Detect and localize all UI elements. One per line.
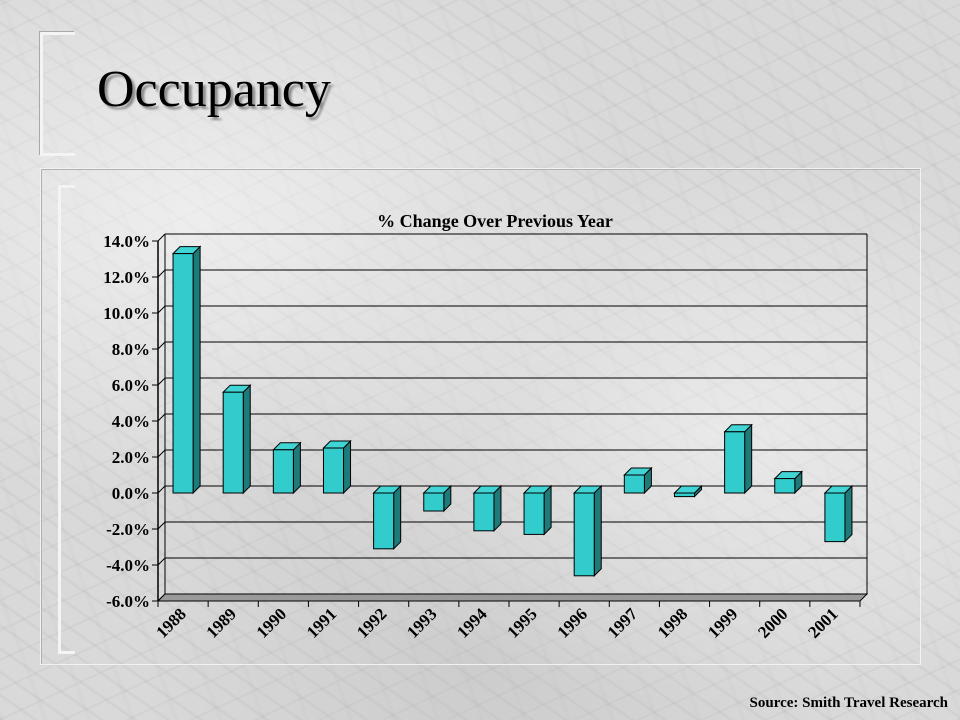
bar-1989 bbox=[221, 383, 252, 495]
bar-1988 bbox=[171, 245, 202, 495]
source-note: Source: Smith Travel Research bbox=[749, 695, 948, 711]
bar-1998 bbox=[673, 484, 703, 498]
axes bbox=[152, 240, 869, 607]
bar-2000 bbox=[773, 470, 804, 495]
x-tick-label: 1991 bbox=[303, 604, 340, 641]
gridline-depth bbox=[157, 233, 166, 242]
x-tick-label: 1992 bbox=[353, 604, 390, 641]
y-tick-label: 10.0% bbox=[103, 304, 150, 323]
x-tick-label: 1994 bbox=[453, 604, 491, 642]
bar-1996 bbox=[572, 484, 603, 578]
chart-title: % Change Over Previous Year bbox=[377, 211, 613, 231]
bars bbox=[171, 245, 854, 578]
bar-front bbox=[623, 474, 645, 494]
chart-frame bbox=[40, 168, 921, 665]
gridline-depth bbox=[157, 557, 166, 566]
bar-side bbox=[844, 484, 853, 543]
y-tick-label: 2.0% bbox=[112, 448, 150, 467]
x-tick-label: 1995 bbox=[503, 604, 540, 641]
bar-1997 bbox=[623, 466, 653, 495]
title-bracket-decoration bbox=[40, 32, 75, 156]
y-tick-label: 12.0% bbox=[103, 268, 150, 287]
x-tick-label: 1997 bbox=[604, 604, 642, 642]
bar-1992 bbox=[372, 484, 402, 551]
x-tick-label: 2001 bbox=[804, 604, 841, 641]
bar-front bbox=[673, 492, 696, 498]
bar-front bbox=[724, 431, 746, 494]
bar-front bbox=[774, 478, 796, 494]
bar-1995 bbox=[522, 484, 553, 536]
bar-front bbox=[824, 492, 846, 543]
bar-1999 bbox=[723, 423, 753, 495]
bar-side bbox=[292, 441, 301, 495]
x-tick-labels: 1988 1989 1990 1991 1992 1993 1994 1995 1996 1997… bbox=[152, 604, 841, 642]
y-tick-label: 4.0% bbox=[112, 412, 150, 431]
bar-side bbox=[242, 383, 251, 495]
bar-front bbox=[423, 492, 445, 512]
y-tick-label: 0.0% bbox=[112, 484, 150, 503]
bar-2001 bbox=[823, 484, 854, 543]
y-tick-label: -2.0% bbox=[106, 520, 150, 539]
bar-side bbox=[493, 484, 502, 533]
bar-side bbox=[543, 484, 552, 536]
gridline-depth bbox=[157, 305, 166, 314]
bar-side bbox=[192, 245, 201, 495]
bar-1991 bbox=[322, 439, 352, 495]
x-tick-label: 1998 bbox=[654, 604, 691, 641]
x-tick-label: 1999 bbox=[704, 604, 741, 641]
gridline-depth bbox=[157, 449, 166, 458]
x-tick-label: 1990 bbox=[253, 604, 290, 641]
bar-front bbox=[272, 449, 294, 494]
gridline-depth bbox=[157, 521, 166, 530]
bar-side bbox=[593, 484, 602, 578]
bar-front bbox=[523, 492, 545, 535]
bar-side bbox=[393, 484, 402, 551]
y-tick-label: -6.0% bbox=[106, 592, 150, 611]
x-tick-label: 1988 bbox=[152, 604, 189, 641]
bar-front bbox=[373, 492, 395, 550]
gridline-depth bbox=[157, 269, 166, 278]
y-tick-label: 14.0% bbox=[103, 232, 150, 251]
gridlines bbox=[157, 233, 868, 602]
bar-front bbox=[473, 492, 495, 532]
bar-side bbox=[744, 423, 753, 495]
bar-front bbox=[222, 391, 244, 494]
gridline-depth bbox=[157, 341, 166, 350]
gridline-depth bbox=[157, 377, 166, 386]
chart-bracket-decoration bbox=[58, 185, 75, 654]
y-tick-label: -4.0% bbox=[106, 556, 150, 575]
bar-side bbox=[343, 439, 352, 495]
gridline-depth bbox=[157, 413, 166, 422]
plot-floor bbox=[156, 593, 869, 602]
x-tick-label: 2000 bbox=[754, 604, 791, 641]
bar-1990 bbox=[272, 441, 302, 495]
x-tick-label: 1993 bbox=[403, 604, 440, 641]
bar-1994 bbox=[472, 484, 503, 533]
gridline-depth bbox=[157, 485, 166, 494]
y-tick-label: 6.0% bbox=[112, 376, 150, 395]
y-tick-label: 8.0% bbox=[112, 340, 150, 359]
bar-front bbox=[322, 447, 345, 494]
x-tick-label: 1989 bbox=[203, 604, 240, 641]
bar-1993 bbox=[422, 484, 453, 513]
slide-title: Occupancy bbox=[97, 61, 331, 118]
bar-front bbox=[172, 253, 194, 494]
y-tick-labels: 14.0% 12.0% 10.0% 8.0% 6.0% 4.0% 2.0% 0.0% -2.0%… bbox=[103, 232, 150, 611]
bar-front bbox=[573, 492, 595, 577]
x-tick-label: 1996 bbox=[554, 604, 591, 641]
